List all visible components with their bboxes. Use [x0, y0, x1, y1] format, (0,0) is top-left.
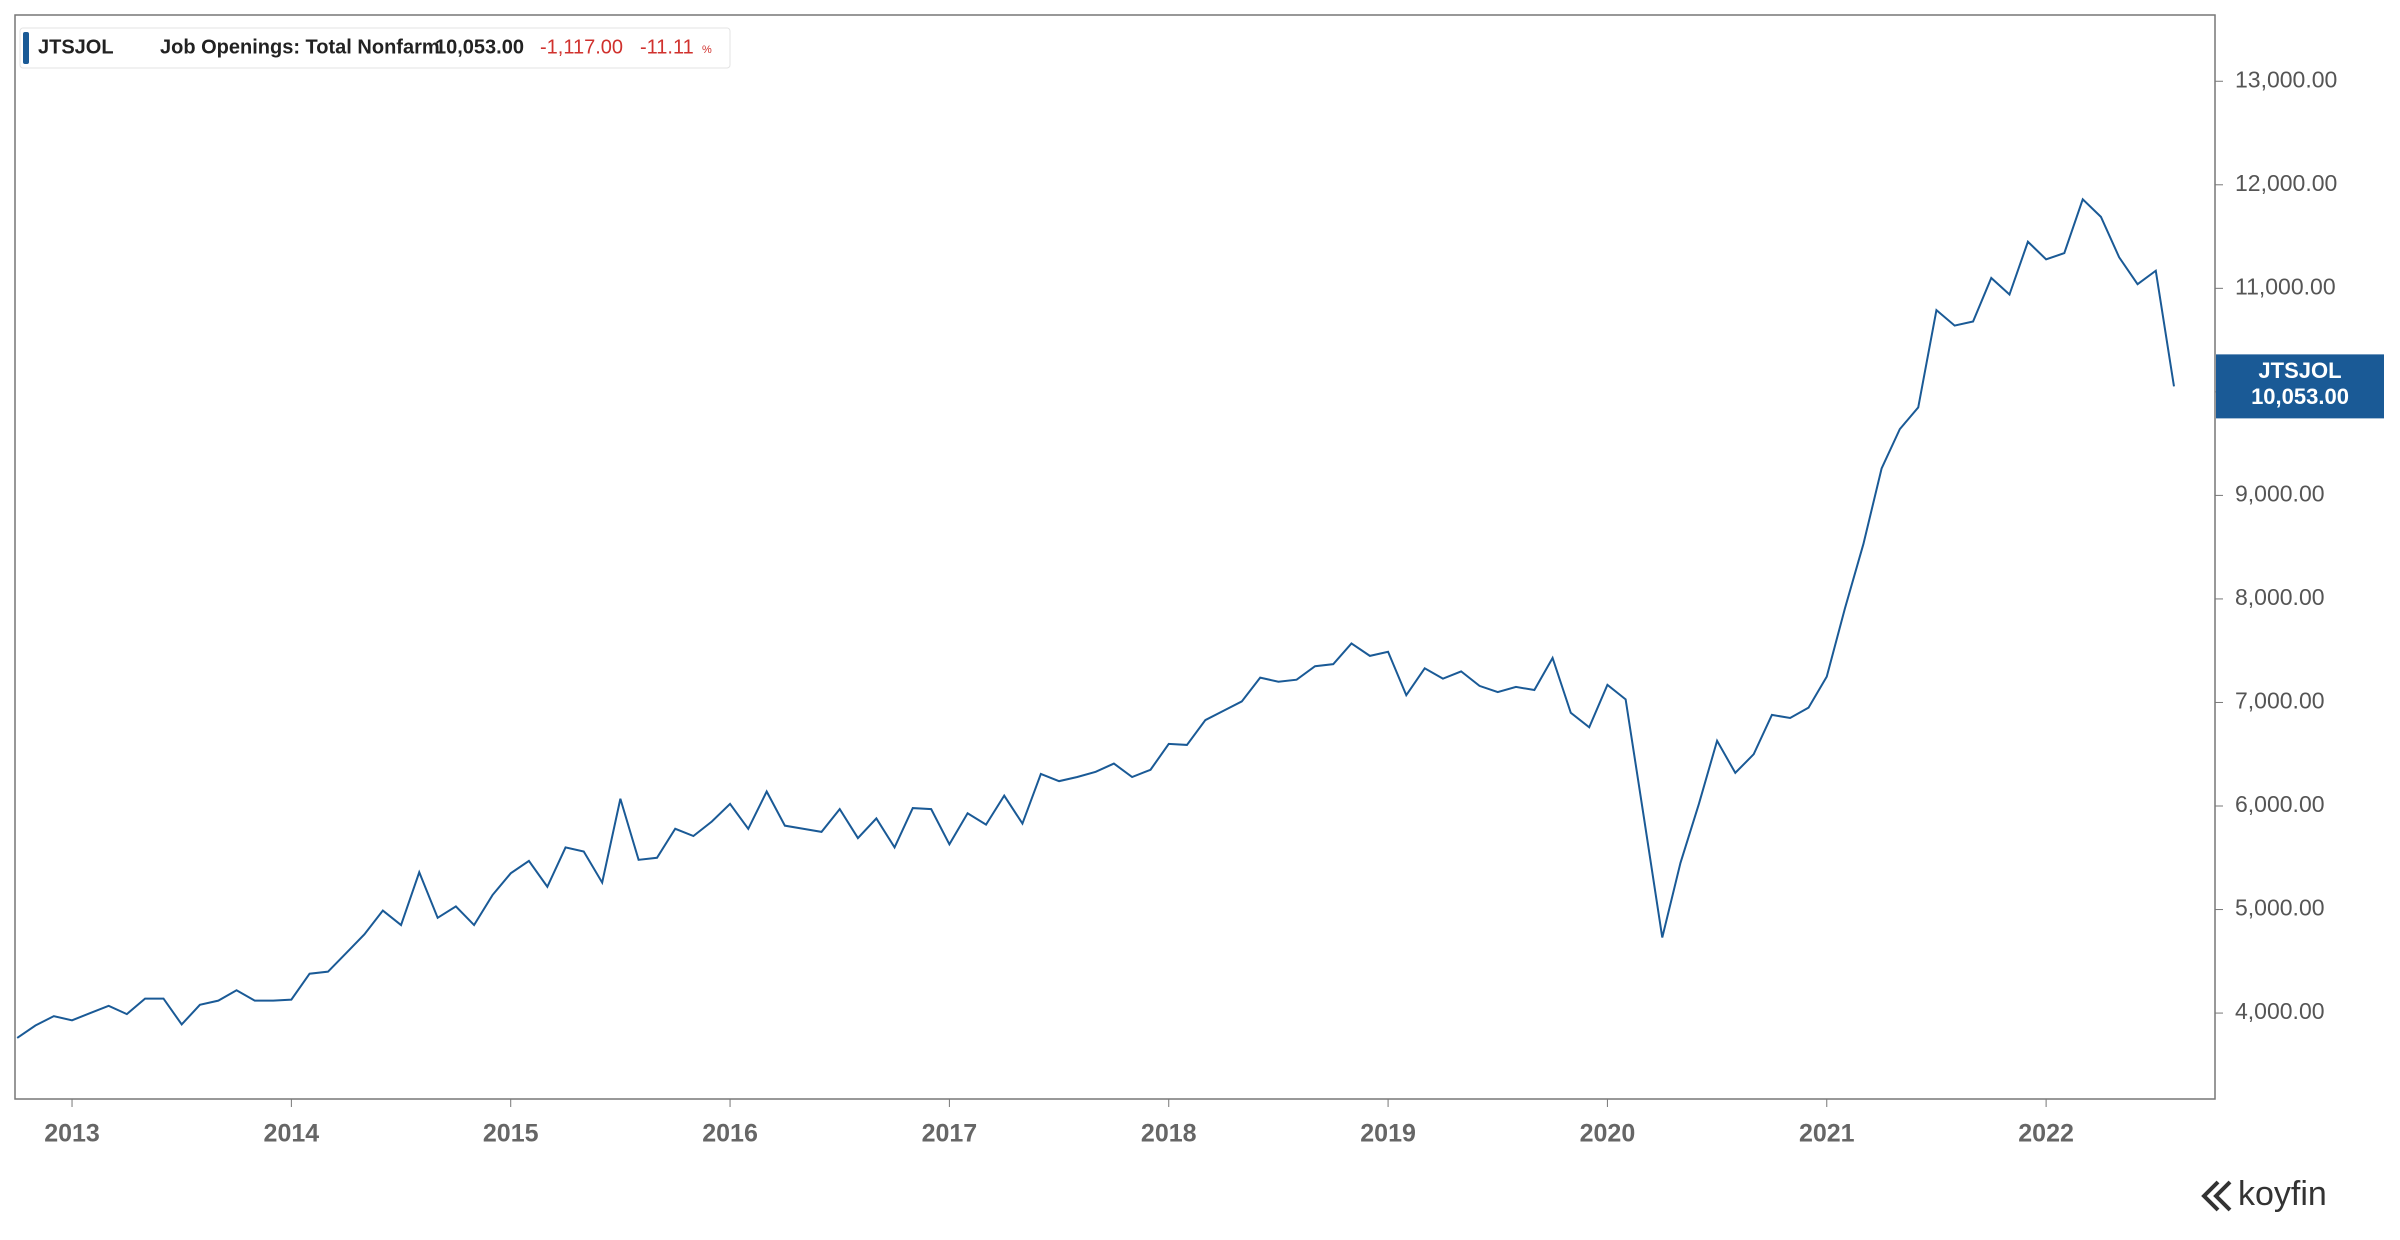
legend-swatch — [23, 32, 29, 64]
y-tick-label: 9,000.00 — [2235, 480, 2325, 506]
legend-last: 10,053.00 — [435, 36, 524, 58]
y-tick-label: 11,000.00 — [2235, 273, 2336, 299]
legend-change: -1,117.00 — [540, 36, 623, 58]
x-tick-label: 2014 — [264, 1120, 320, 1148]
x-tick-label: 2013 — [44, 1120, 100, 1148]
y-tick-label: 13,000.00 — [2235, 66, 2337, 92]
brand-logo: koyfin — [2201, 1175, 2327, 1213]
y-tick-label: 12,000.00 — [2235, 170, 2337, 196]
legend-change-pct: -11.11 — [640, 36, 694, 58]
x-tick-label: 2016 — [702, 1120, 758, 1148]
x-tick-label: 2018 — [1141, 1120, 1197, 1148]
plot-frame — [14, 14, 2216, 1100]
y-tick-label: 8,000.00 — [2235, 584, 2325, 610]
last-value-name: JTSJOL — [2258, 358, 2341, 383]
brand-icon — [2201, 1180, 2232, 1212]
y-tick-label: 4,000.00 — [2235, 998, 2325, 1024]
brand-name: koyfin — [2238, 1175, 2327, 1213]
last-value-tag — [2216, 354, 2384, 419]
x-tick-label: 2021 — [1799, 1120, 1855, 1148]
last-value-label: 10,053.00 — [2251, 384, 2349, 409]
x-tick-label: 2017 — [922, 1120, 978, 1148]
legend-pct-sign: % — [702, 44, 712, 56]
series-line — [16, 197, 2175, 1039]
x-tick-label: 2022 — [2018, 1120, 2074, 1148]
legend-name: Job Openings: Total Nonfarm — [160, 36, 440, 58]
legend-box — [19, 27, 731, 69]
x-tick-label: 2019 — [1360, 1120, 1416, 1148]
x-tick-label: 2020 — [1580, 1120, 1636, 1148]
y-tick-label: 7,000.00 — [2235, 688, 2325, 714]
y-tick-label: 5,000.00 — [2235, 895, 2325, 921]
y-tick-label: 6,000.00 — [2235, 791, 2325, 817]
x-tick-label: 2015 — [483, 1120, 539, 1148]
legend-ticker: JTSJOL — [38, 36, 114, 58]
